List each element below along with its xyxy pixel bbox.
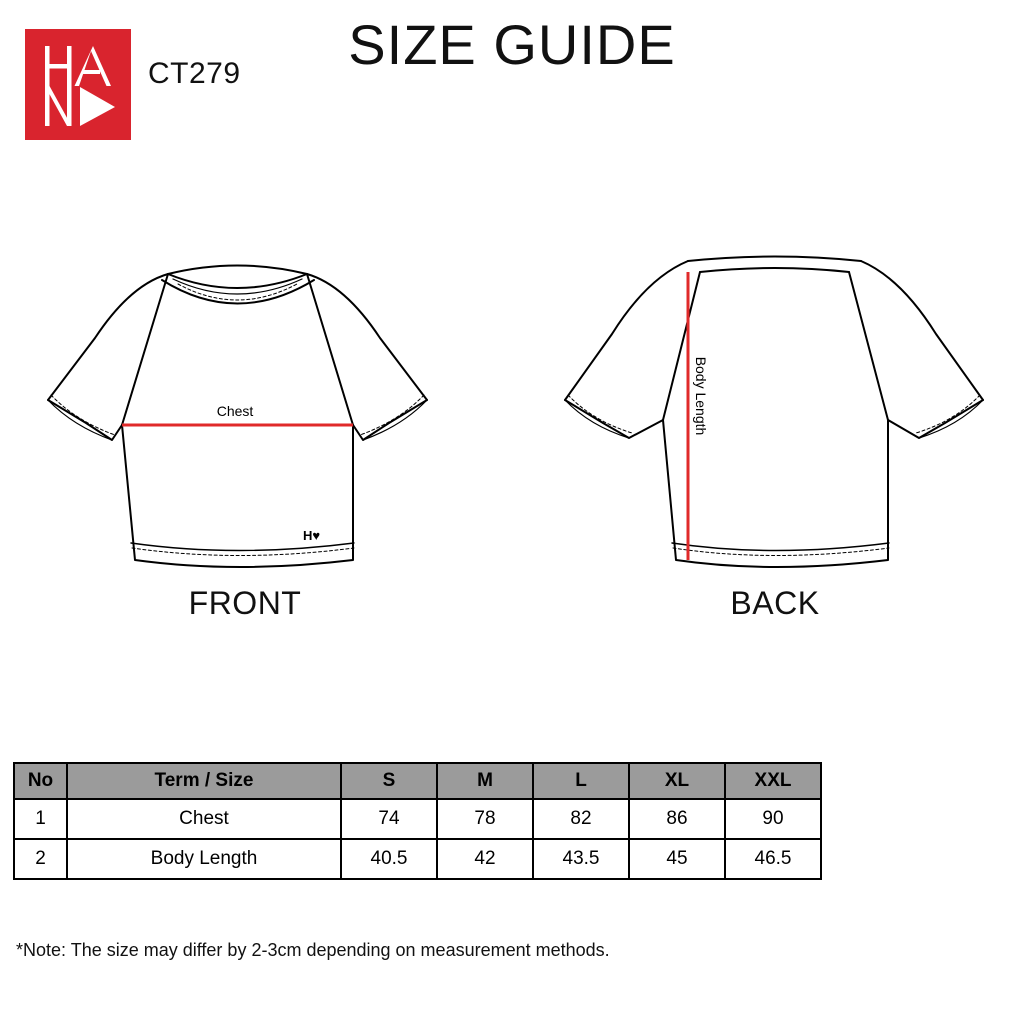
cell-l: 82	[532, 798, 630, 840]
measurement-footnote: *Note: The size may differ by 2-3cm depe…	[16, 940, 610, 960]
cell-l: 43.5	[532, 838, 630, 880]
page-title: SIZE GUIDE	[348, 13, 676, 76]
column-header-xxl: XXL	[724, 762, 822, 800]
cell-s: 40.5	[340, 838, 438, 880]
body-length-measure-label: Body Length	[693, 356, 709, 436]
back-view-label: BACK	[730, 585, 820, 621]
size-chart-table: No Term / Size S M L XL XXL 1 Chest 74 7…	[13, 762, 822, 880]
cell-m: 42	[436, 838, 534, 880]
column-header-xl: XL	[628, 762, 726, 800]
hana-logo-mark	[45, 46, 115, 126]
garment-brandmark: H♥	[303, 528, 321, 543]
garment-illustrations	[47, 255, 984, 568]
column-header-s: S	[340, 762, 438, 800]
cell-no: 1	[13, 798, 68, 840]
style-code: CT279	[148, 57, 241, 90]
column-header-no: No	[13, 762, 68, 800]
cell-s: 74	[340, 798, 438, 840]
table-row: 2 Body Length 40.5 42 43.5 45 46.5	[13, 838, 822, 880]
front-view-label: FRONT	[188, 585, 302, 621]
column-header-m: M	[436, 762, 534, 800]
column-header-l: L	[532, 762, 630, 800]
cell-xxl: 46.5	[724, 838, 822, 880]
cell-xl: 86	[628, 798, 726, 840]
front-garment-drawing	[47, 264, 428, 568]
table-row: 1 Chest 74 78 82 86 90	[13, 798, 822, 840]
cell-term: Chest	[66, 798, 342, 840]
cell-xl: 45	[628, 838, 726, 880]
hana-logo	[25, 29, 131, 140]
chest-measure-label: Chest	[216, 403, 254, 419]
back-garment-drawing	[564, 255, 984, 568]
cell-term: Body Length	[66, 838, 342, 880]
table-header-row: No Term / Size S M L XL XXL	[13, 762, 822, 800]
cell-m: 78	[436, 798, 534, 840]
column-header-term: Term / Size	[66, 762, 342, 800]
cell-no: 2	[13, 838, 68, 880]
cell-xxl: 90	[724, 798, 822, 840]
